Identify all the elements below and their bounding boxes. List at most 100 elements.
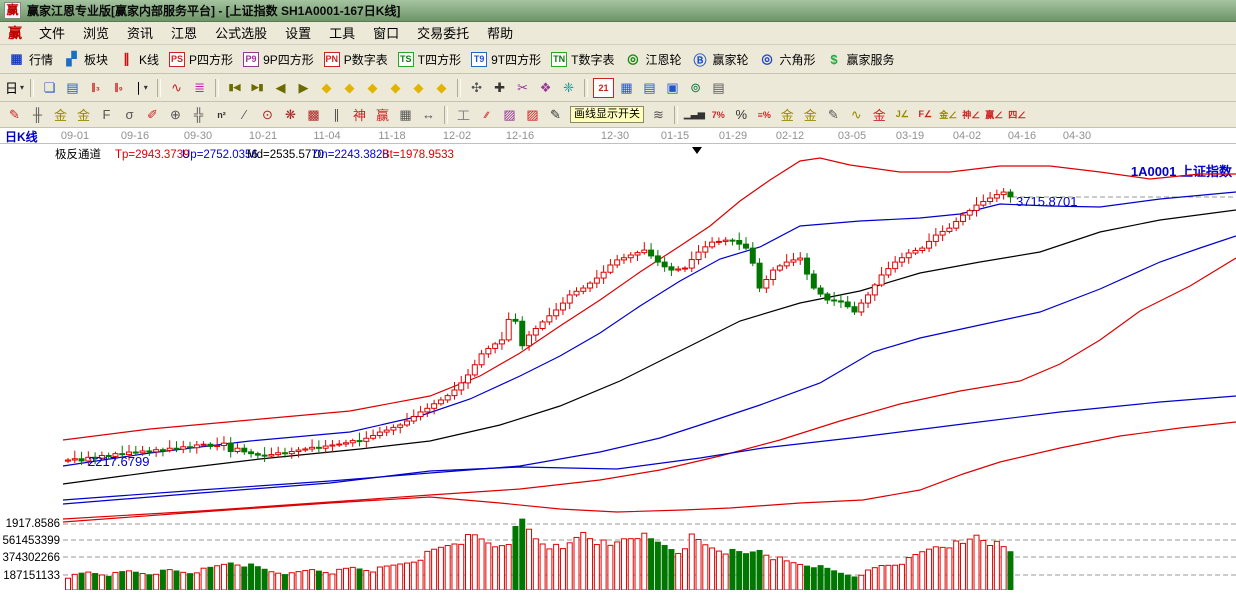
f-ruler-button[interactable]: F [102,107,111,122]
si-angle-button[interactable]: 四∠ [1008,110,1027,120]
hand-tool-button[interactable]: ✣ [471,79,482,95]
calendar-button[interactable]: 21 [593,77,615,98]
menu-item-帮助[interactable]: 帮助 [487,26,514,41]
box-rays2-button[interactable]: ▨ [526,106,539,122]
delete-line-button[interactable]: ✂ [517,79,528,95]
stats-button[interactable]: ▁▃▅ [684,109,705,119]
spiral-button[interactable]: σ [125,107,134,122]
draw-display-switch[interactable]: 画线显示开关 [570,106,644,123]
diamond-compress-button[interactable]: ◆ [390,79,401,95]
menu-item-窗口[interactable]: 窗口 [373,26,400,41]
shen-angle-button[interactable]: 神∠ [962,110,981,120]
grid2-button[interactable]: ╬ [193,107,204,122]
calculator-button[interactable]: ▦ [620,79,633,95]
diamond-left-button[interactable]: ◆ [321,79,332,95]
grid-123-button[interactable]: ▦ [399,106,412,122]
vertical-lines-button[interactable]: ∥ [333,106,340,122]
percent-button[interactable]: % [735,107,748,122]
gold-circle-button[interactable]: 金 [780,108,794,123]
beam-tool-button[interactable]: 工 [456,108,470,123]
h-expand-button[interactable]: ↔ [422,107,435,122]
gold-underline-button[interactable]: 金 [872,108,886,123]
menu-item-设置[interactable]: 设置 [285,26,312,41]
kline-3-icon[interactable]: ∥₃ [91,82,100,92]
ink-pen-button[interactable]: ✎ [827,106,839,122]
j-angle-button[interactable]: J∠ [895,109,909,119]
p9-square-button[interactable]: P9 9P四方形 [243,51,314,68]
next-bar-button[interactable]: ▶ [298,79,309,95]
p-digit-button[interactable]: PN P数字表 [323,51,388,68]
shen-tool-button[interactable]: 神 [352,108,366,123]
winner-service-button[interactable]: $ 赢家服务 [826,51,894,68]
kline-chart[interactable]: 09-01 09-16 09-30 10-21 11-04 11-18 12-02 12-16… [0,128,1236,591]
quotes-button[interactable]: ▦ 行情 [8,51,53,68]
gold-lines-button[interactable]: 金 [803,108,817,123]
diamond-center-button[interactable]: ◆ [436,79,447,95]
rays-button[interactable]: ∕∕ [484,109,488,120]
diamond-expand-button[interactable]: ◆ [367,79,378,95]
square-web-button[interactable]: ▩ [307,106,320,122]
draw-pen2-button[interactable]: ✐ [147,106,158,122]
info-panel-icon[interactable]: ▤ [66,79,79,95]
n-squared-button[interactable]: n² [217,109,226,120]
volume-chart-icon[interactable]: ≣ [194,79,205,95]
menu-item-交易委托[interactable]: 交易委托 [417,26,470,41]
menu-item-江恩[interactable]: 江恩 [171,26,198,41]
win-angle-button[interactable]: 赢∠ [985,110,1004,120]
date-tick-label: 03-19 [896,130,924,142]
menu-item-资讯[interactable]: 资讯 [127,26,154,41]
win-tool-button[interactable]: 赢 [375,108,389,123]
percent-lines-button[interactable]: ≡% [757,109,771,120]
chart-layout-icon[interactable]: ❏ [43,79,56,95]
grid-tool-button[interactable]: ╫ [32,107,43,122]
diamond-updown-button[interactable]: ◆ [413,79,424,95]
first-bar-button[interactable]: ▮◀ [228,82,241,92]
memo-button[interactable]: ▤ [643,79,656,95]
menu-item-浏览[interactable]: 浏览 [83,26,110,41]
gold-grid2-button[interactable]: 金 [76,108,90,123]
p-square-button[interactable]: PS P四方形 [169,51,233,68]
menu-item-公式选股[interactable]: 公式选股 [215,26,268,41]
hexagon-button[interactable]: ◎ 六角形 [759,51,815,68]
kline-9-icon[interactable]: ∥₉ [114,82,123,92]
f-angle-button[interactable]: F∠ [918,109,933,119]
web-search-button[interactable]: ⊚ [690,79,701,95]
t-square-icon: TS [397,51,414,67]
crosshair-tool-button[interactable]: ✚ [494,79,505,95]
multi-line-button[interactable]: ≋ [653,106,664,122]
print-button[interactable]: ▤ [712,79,725,95]
gold-angle-button[interactable]: 金∠ [939,110,958,120]
gann-wheel-button[interactable]: ◎ 江恩轮 [624,51,681,68]
gold-grid-button[interactable]: 金 [53,108,67,123]
last-bar-button[interactable]: ▶▮ [251,82,264,92]
percent7-button[interactable]: 7% [711,109,725,120]
kline-button[interactable]: ∥ K线 [118,51,159,68]
volume-bar [749,551,756,591]
t-square-button[interactable]: TS T四方形 [397,51,461,68]
winner-wheel-button[interactable]: Ⓑ 赢家轮 [691,51,748,68]
wave-gold-button[interactable]: ∿ [850,106,862,122]
gann-tools-button[interactable]: ❖ [539,79,552,95]
box-rays-button[interactable]: ▨ [503,106,516,122]
period-day-combo[interactable]: 日 ▾ [5,81,25,96]
t-digit-button[interactable]: TN T数字表 [551,51,614,68]
t9-square-button[interactable]: T9 9T四方形 [471,51,541,68]
draw-pen-button[interactable]: ✎ [9,106,20,122]
target-circle-button[interactable]: ⊙ [262,106,273,122]
intraday-chart-icon[interactable]: ∿ [171,79,182,95]
chart-area[interactable]: 09-01 09-16 09-30 10-21 11-04 11-18 12-02 12-16… [0,128,1236,591]
spider-web-button[interactable]: ❋ [285,106,296,122]
pen-small-button[interactable]: ✎ [550,106,561,122]
menu-item-工具[interactable]: 工具 [329,26,356,41]
candle-body [641,249,648,254]
prev-bar-button[interactable]: ◀ [275,79,286,95]
candle-body [498,339,505,345]
single-candle-combo[interactable]: ∣ ▾ [135,79,148,95]
compass-button[interactable]: ⊕ [170,106,181,122]
angle-line-button[interactable]: ∕ [243,107,246,122]
save-button[interactable]: ▣ [666,79,679,95]
diamond-right-button[interactable]: ◆ [344,79,355,95]
sectors-button[interactable]: ▞ 板块 [63,51,109,68]
smart-brain-button[interactable]: ❈ [563,79,574,95]
menu-item-文件[interactable]: 文件 [39,26,66,41]
